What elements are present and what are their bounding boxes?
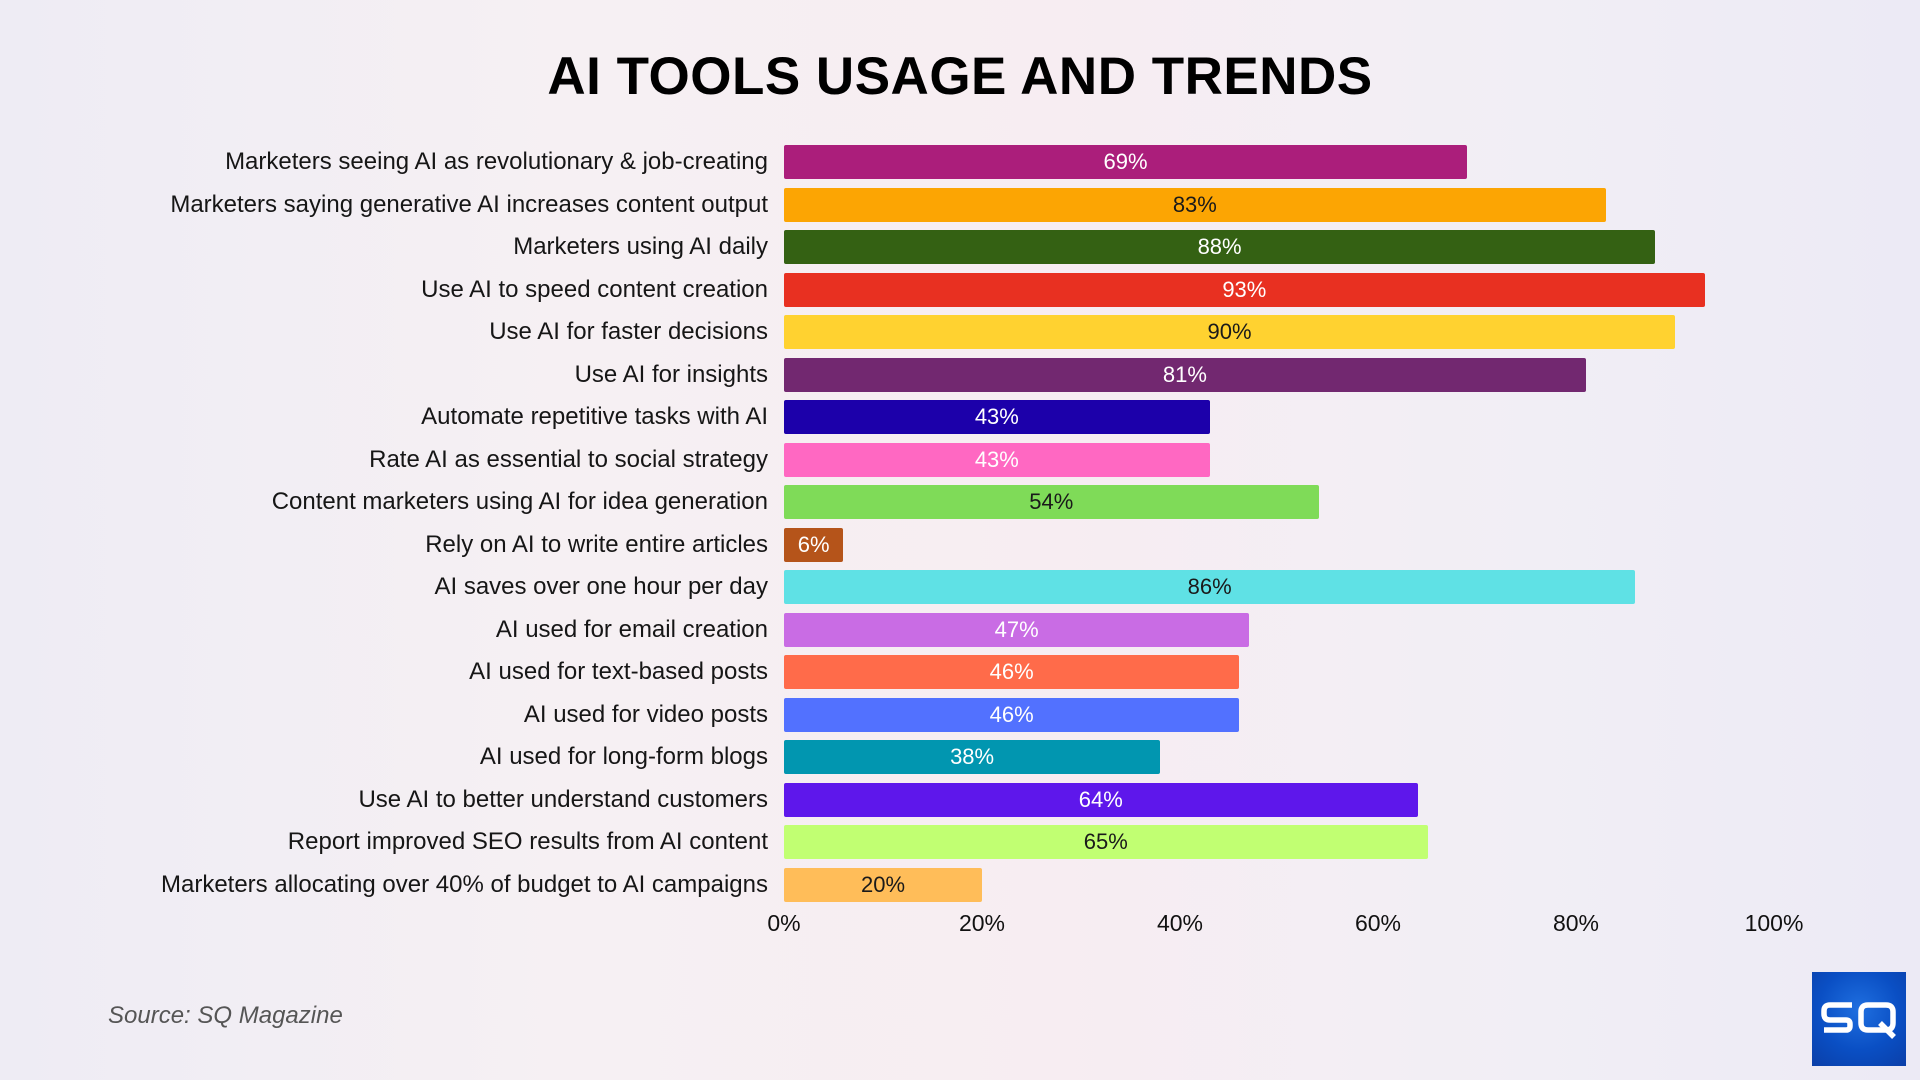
bar: 46% [784,697,1240,732]
bar-label: AI used for text-based posts [469,658,768,685]
bar-value-label: 54% [1029,489,1074,514]
chart-title: AI TOOLS USAGE AND TRENDS [547,47,1373,106]
bar-value-label: 69% [1103,149,1148,174]
x-axis-tick: 40% [1156,910,1204,936]
bar-row: Use AI to speed content creation 93% [0,272,1920,307]
bar-value-label: 46% [989,659,1034,684]
bar: 86% [784,570,1636,604]
bar-row: Marketers using AI daily 88% [0,230,1920,264]
sq-logo [1812,972,1906,1066]
bar-row: Report improved SEO results from AI cont… [0,825,1920,859]
bar-value-label: 90% [1207,319,1252,344]
bar-row: AI used for email creation 47% [0,612,1920,647]
bar: 88% [784,230,1656,264]
bar-row: Marketers seeing AI as revolutionary & j… [0,145,1920,179]
bar-label: AI used for video posts [523,700,768,728]
source-caption: Source: SQ Magazine [108,1002,343,1029]
bar-label: Use AI for insights [574,360,768,388]
bar-value-label: 46% [989,701,1034,727]
bar-value-label: 65% [1083,829,1128,854]
bar: 69% [784,145,1468,179]
bar-label: Rate AI as essential to social strategy [369,445,768,473]
bar-value-label: 88% [1197,234,1242,259]
bar-label: AI saves over one hour per day [434,573,768,600]
bar: 81% [784,357,1586,392]
bar-label: Marketers allocating over 40% of budget … [160,870,768,898]
bar: 90% [784,315,1675,349]
bar: 65% [784,825,1428,859]
bar-value-label: 38% [950,744,995,769]
bar: 83% [784,187,1606,222]
bar-label: Marketers using AI daily [513,233,768,260]
bar: 64% [784,782,1418,817]
bar-value-label: 6% [797,531,830,557]
bar-label: Use AI to speed content creation [421,275,768,303]
bar-value-label: 43% [974,404,1019,429]
bar-value-label: 86% [1187,574,1232,599]
bar-row: AI used for long-form blogs 38% [0,740,1920,774]
bar: 6% [784,527,844,562]
bar-row: Use AI for insights 81% [0,357,1920,392]
bar-value-label: 47% [994,616,1039,642]
bar-label: Rely on AI to write entire articles [425,530,768,558]
bar-label: Use AI for faster decisions [489,318,768,345]
bar-value-label: 93% [1222,276,1267,302]
bar-row: AI used for video posts 46% [0,697,1920,732]
bar-row: Rely on AI to write entire articles 6% [0,527,1920,562]
bar-label: Content marketers using AI for idea gene… [271,488,768,515]
bar-row: Marketers saying generative AI increases… [0,187,1920,222]
bar-row: Rate AI as essential to social strategy … [0,442,1920,477]
bar-value-label: 20% [860,871,906,897]
bar-value-label: 83% [1172,191,1217,217]
x-axis-tick: 0% [767,910,801,936]
bar: 38% [784,740,1161,774]
x-axis-tick: 20% [958,910,1006,936]
bar-row: Automate repetitive tasks with AI 43% [0,400,1920,434]
bar-label: AI used for email creation [495,615,768,643]
bar-value-label: 64% [1078,786,1123,812]
bar-row: AI saves over one hour per day 86% [0,570,1920,604]
bar-row: AI used for text-based posts 46% [0,655,1920,689]
bar: 46% [784,655,1240,689]
sq-logo-icon [1821,1002,1896,1039]
bar-label: Use AI to better understand customers [358,785,768,813]
bar-label: Marketers seeing AI as revolutionary & j… [225,148,768,175]
bar-label: Automate repetitive tasks with AI [421,403,768,430]
bar: 47% [784,612,1250,647]
bar-label: Report improved SEO results from AI cont… [287,828,768,855]
x-axis-tick: 100% [1744,910,1804,936]
bar: 43% [784,400,1210,434]
bar-row: Content marketers using AI for idea gene… [0,485,1920,519]
x-axis-tick: 80% [1552,910,1600,936]
bar: 43% [784,442,1210,477]
bar-label: Marketers saying generative AI increases… [170,190,768,218]
bar-row: Use AI for faster decisions 90% [0,315,1920,349]
bar: 54% [784,485,1319,519]
bar: 20% [784,867,982,902]
bar-label: AI used for long-form blogs [479,743,768,770]
bar-value-label: 81% [1162,361,1207,387]
bar-row: Use AI to better understand customers 64… [0,782,1920,817]
bar: 93% [784,272,1705,307]
x-axis-tick: 60% [1354,910,1402,936]
bar-value-label: 43% [974,446,1019,472]
bar-row: Marketers allocating over 40% of budget … [0,867,1920,902]
